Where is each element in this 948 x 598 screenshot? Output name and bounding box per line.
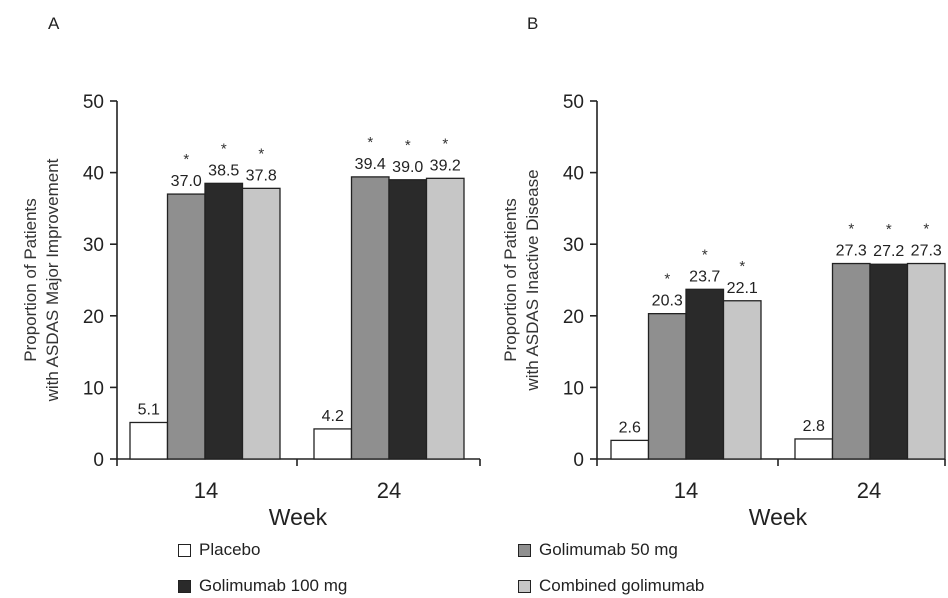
panel-a-category-label: 24 bbox=[377, 478, 401, 503]
panel-b-data-label: 2.6 bbox=[619, 419, 641, 436]
panel-a-significance-marker: * bbox=[183, 151, 189, 168]
panel-b-y-tick-label: 0 bbox=[573, 450, 584, 471]
panel-b-y-tick-label: 20 bbox=[563, 307, 584, 328]
legend-swatch-placebo bbox=[178, 543, 191, 557]
panel-b-data-label: 22.1 bbox=[727, 280, 758, 297]
panel-a-y-tick-label: 50 bbox=[83, 92, 104, 113]
panel-a-significance-marker: * bbox=[258, 145, 264, 162]
panel-b-significance-marker: * bbox=[664, 271, 670, 288]
legend-swatch-combined bbox=[518, 579, 531, 593]
panel-a-bar bbox=[350, 176, 390, 460]
panel-a-category-label: 14 bbox=[194, 478, 218, 503]
panel-b-significance-marker: * bbox=[886, 221, 892, 238]
panel-a-data-label: 37.0 bbox=[171, 173, 202, 190]
panel-a-data-label: 5.1 bbox=[138, 401, 160, 418]
panel-b-bar bbox=[831, 262, 871, 460]
legend-item-golimumab-50: Golimumab 50 mg bbox=[518, 540, 678, 560]
panel-b-bar bbox=[647, 313, 687, 460]
legend-swatch-golimumab-100 bbox=[178, 579, 191, 593]
panel-b-bar bbox=[869, 263, 909, 460]
panel-a-y-tick-label: 10 bbox=[83, 378, 104, 399]
panel-a-xlabel: Week bbox=[269, 504, 328, 530]
panel-b-data-label: 20.3 bbox=[652, 293, 683, 310]
panel-a-bar bbox=[129, 421, 169, 460]
legend-label: Combined golimumab bbox=[539, 576, 705, 595]
panel-b-category-label: 24 bbox=[857, 478, 881, 503]
panel-a-bar bbox=[425, 177, 465, 460]
panel-b-significance-marker: * bbox=[923, 221, 929, 238]
legend-item-placebo: Placebo bbox=[178, 540, 260, 560]
panel-b-significance-marker: * bbox=[739, 258, 745, 275]
panel-a-bar bbox=[241, 187, 281, 460]
panel-a-y-tick-label: 30 bbox=[83, 235, 104, 256]
legend-item-golimumab-100: Golimumab 100 mg bbox=[178, 576, 347, 596]
panel-a-bar bbox=[204, 182, 244, 460]
panel-a-y-tick-label: 0 bbox=[93, 450, 104, 471]
legend-item-combined: Combined golimumab bbox=[518, 576, 704, 596]
panel-b-category-label: 14 bbox=[674, 478, 698, 503]
panel-b-bar bbox=[794, 438, 834, 460]
panel-b-significance-marker: * bbox=[702, 246, 708, 263]
panel-a-data-label: 38.5 bbox=[208, 162, 239, 179]
panel-b-data-label: 2.8 bbox=[803, 418, 825, 435]
panel-a-ylabel-line2: with ASDAS Major Improvement bbox=[43, 158, 62, 402]
panel-b-bar bbox=[610, 439, 650, 460]
legend-label: Placebo bbox=[199, 540, 261, 559]
panel-a-letter: A bbox=[48, 14, 60, 33]
panel-b-bar bbox=[685, 288, 725, 460]
panel-a-data-label: 37.8 bbox=[246, 167, 277, 184]
panel-a-bar bbox=[313, 428, 353, 460]
panel-b-y-tick-label: 40 bbox=[563, 164, 584, 185]
panel-b-y-tick-label: 10 bbox=[563, 378, 584, 399]
panel-b-ylabel-line2: with ASDAS Inactive Disease bbox=[523, 169, 542, 391]
panel-a-significance-marker: * bbox=[405, 137, 411, 154]
legend-label: Golimumab 100 mg bbox=[199, 576, 348, 595]
legend-swatch-golimumab-50 bbox=[518, 543, 531, 557]
panel-a-significance-marker: * bbox=[442, 135, 448, 152]
panel-b-bar bbox=[906, 262, 946, 460]
panel-a-data-label: 39.0 bbox=[392, 159, 423, 176]
panel-b-data-label: 23.7 bbox=[689, 268, 720, 285]
panel-b-y-tick-label: 30 bbox=[563, 235, 584, 256]
panel-a-data-label: 4.2 bbox=[322, 408, 344, 425]
panel-a-y-tick-label: 40 bbox=[83, 164, 104, 185]
panel-a-significance-marker: * bbox=[367, 134, 373, 151]
panel-b-y-tick-label: 50 bbox=[563, 92, 584, 113]
panel-b-xlabel: Week bbox=[749, 504, 808, 530]
panel-a-significance-marker: * bbox=[221, 140, 227, 157]
panel-b-bar bbox=[722, 300, 762, 460]
panel-a-y-tick-label: 20 bbox=[83, 307, 104, 328]
panel-b-data-label: 27.3 bbox=[911, 243, 942, 260]
panel-a-data-label: 39.2 bbox=[430, 157, 461, 174]
legend-label: Golimumab 50 mg bbox=[539, 540, 678, 559]
panel-b-data-label: 27.3 bbox=[836, 243, 867, 260]
panel-b-significance-marker: * bbox=[848, 221, 854, 238]
panel-a-ylabel-line1: Proportion of Patients bbox=[21, 198, 40, 361]
legend: Placebo Golimumab 50 mg Golimumab 100 mg… bbox=[178, 536, 938, 598]
panel-b-data-label: 27.2 bbox=[873, 243, 904, 260]
panel-a-data-label: 39.4 bbox=[355, 156, 386, 173]
panel-b-letter: B bbox=[527, 14, 538, 33]
panel-b-ylabel-line1: Proportion of Patients bbox=[501, 198, 520, 361]
panel-a-bar bbox=[166, 193, 206, 460]
panel-a-bar bbox=[388, 179, 428, 460]
